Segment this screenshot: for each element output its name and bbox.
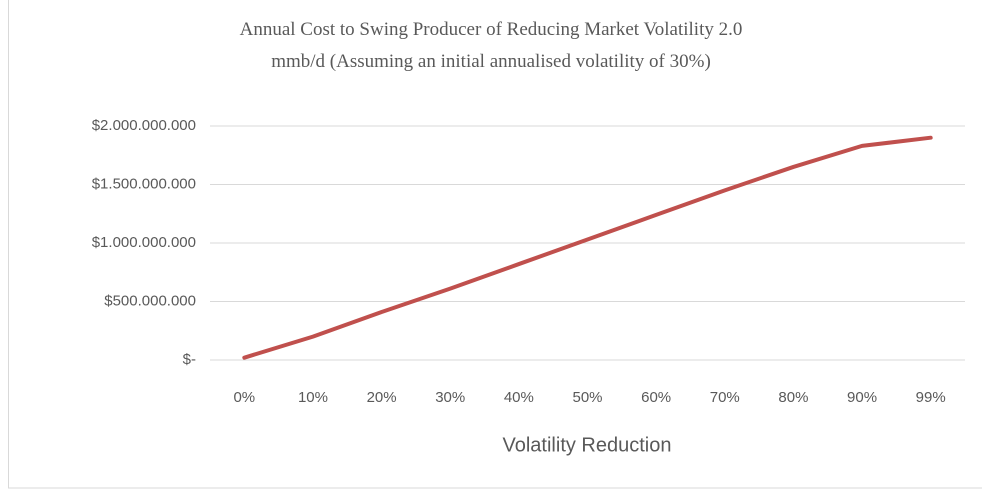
x-tick-label: 99% xyxy=(916,389,946,406)
y-tick-label: $500.000.000 xyxy=(104,292,196,309)
y-tick-label: $- xyxy=(183,351,196,368)
x-tick-label: 90% xyxy=(847,389,877,406)
x-tick-label: 30% xyxy=(435,389,465,406)
y-tick-label: $1.000.000.000 xyxy=(92,234,196,251)
x-tick-label: 80% xyxy=(778,389,808,406)
x-tick-label: 60% xyxy=(641,389,671,406)
x-tick-label: 40% xyxy=(504,389,534,406)
x-axis-label: Volatility Reduction xyxy=(503,434,672,456)
x-tick-label: 10% xyxy=(298,389,328,406)
data-line xyxy=(242,135,933,360)
x-tick-label: 70% xyxy=(710,389,740,406)
x-tick-label: 0% xyxy=(233,389,255,406)
y-tick-label: $2.000.000.000 xyxy=(92,117,196,134)
x-tick-label: 20% xyxy=(367,389,397,406)
chart-frame xyxy=(8,0,982,489)
x-tick-label: 50% xyxy=(572,389,602,406)
chart-title: Annual Cost to Swing Producer of Reducin… xyxy=(239,19,743,72)
y-tick-label: $1.500.000.000 xyxy=(92,175,196,192)
